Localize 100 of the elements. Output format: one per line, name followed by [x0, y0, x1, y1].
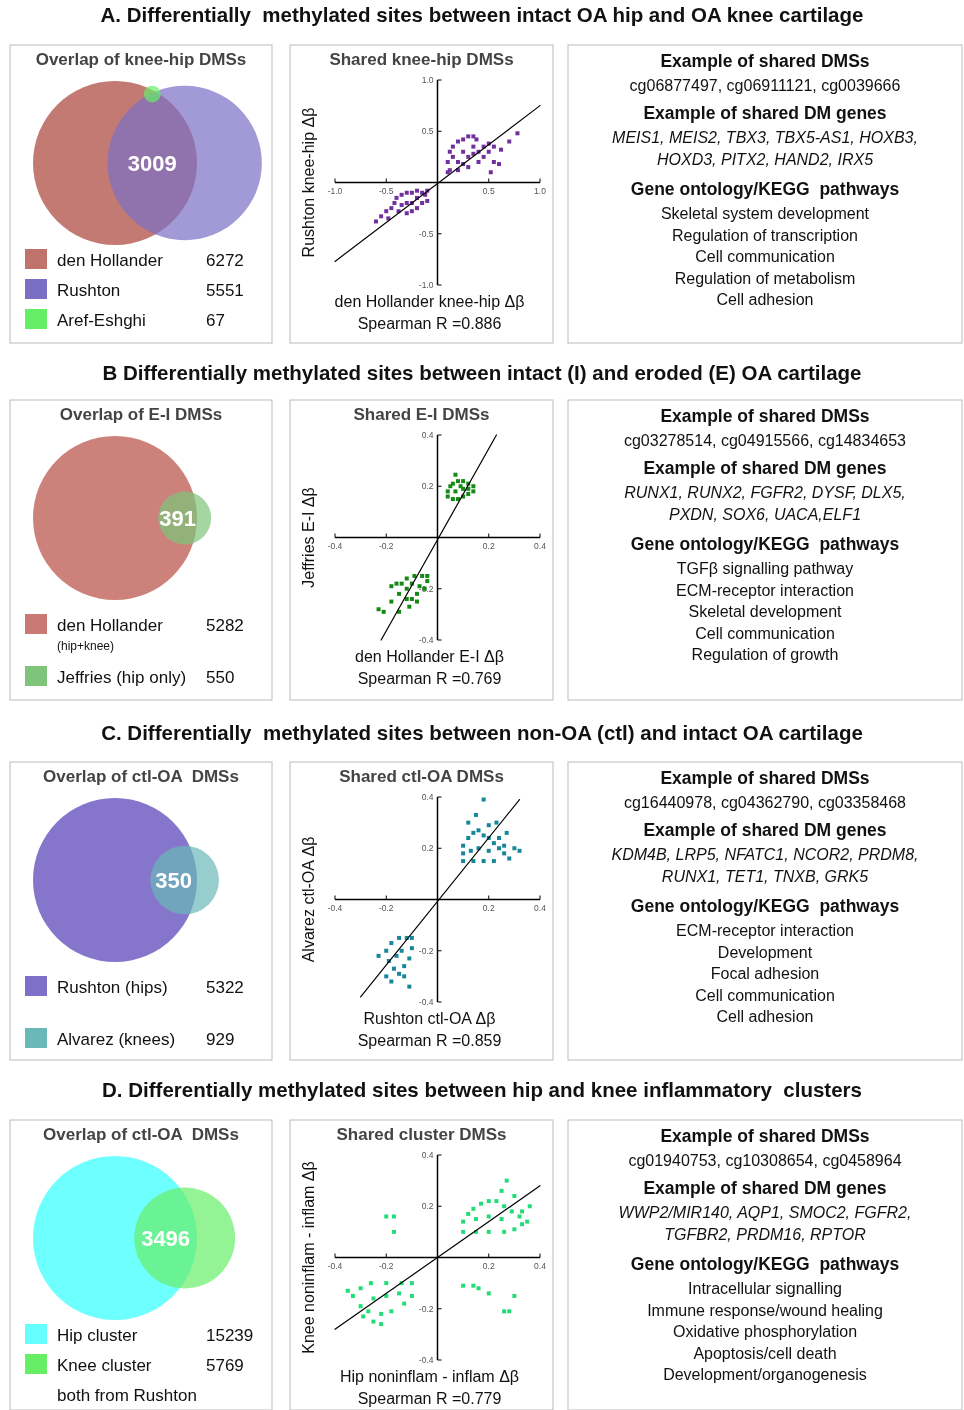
point: [389, 941, 394, 946]
point: [461, 1283, 466, 1288]
text: Example of shared DM genes: [643, 103, 887, 123]
text: Skeletal system development: [660, 205, 870, 222]
x-tick-label: -0.4: [327, 902, 343, 913]
point: [412, 573, 417, 578]
point: [502, 1309, 507, 1314]
text: KDM4B, LRP5, NFATC1, NCOR2, PRDM8,: [611, 846, 919, 863]
text: Example of shared DMSs: [660, 1126, 870, 1146]
x-tick-label: 0.2: [482, 902, 495, 913]
point: [415, 188, 419, 193]
point: [409, 597, 414, 601]
y-tick-label: 0.4: [421, 1150, 434, 1160]
point: [404, 211, 409, 216]
point: [512, 1293, 517, 1298]
chart-title: Shared ctl-OA DMSs: [339, 767, 504, 786]
y-tick-label: 0.4: [421, 792, 434, 802]
point: [461, 149, 466, 154]
point: [461, 137, 466, 142]
point: [402, 1301, 407, 1306]
point: [466, 154, 471, 159]
point: [461, 479, 466, 484]
y-tick-label: -0.2: [418, 945, 434, 956]
point: [456, 139, 460, 144]
text: Immune response/wound healing: [647, 1301, 883, 1319]
data-label: 5282: [206, 616, 244, 635]
x-axis-title: Rushton ctl-OA Δβ: [363, 1010, 496, 1027]
point: [497, 846, 501, 851]
point: [517, 848, 522, 853]
text: Cell communication: [695, 986, 835, 1004]
x-tick-label: 0.2: [482, 1260, 495, 1271]
point: [466, 820, 471, 825]
point: [466, 134, 471, 139]
point: [471, 144, 476, 149]
y-axis-title: Jeffries E-I Δβ: [300, 487, 317, 588]
y-tick-label: 0.2: [421, 481, 434, 492]
text: Spearman R =0.769: [357, 670, 502, 687]
point: [407, 956, 412, 961]
point: [491, 841, 496, 846]
point: [397, 591, 402, 596]
point: [381, 609, 386, 614]
point: [450, 154, 455, 159]
point: [466, 1211, 471, 1216]
text: Development/organogenesis: [663, 1366, 867, 1383]
point: [376, 953, 381, 958]
point: [502, 851, 507, 856]
text: WWP2/MIR140, AQP1, SMOC2, FGFR2,: [618, 1204, 912, 1221]
point: [415, 599, 419, 604]
category-label: Rushton (hips): [57, 978, 168, 997]
point: [486, 1214, 491, 1219]
text: Cell adhesion: [716, 291, 814, 308]
text: A. Differentially methylated sites between intact OA hip and OA knee cartilage: [100, 3, 864, 26]
y-axis-title: Rushton knee-hip Δβ: [300, 107, 317, 258]
point: [391, 1229, 396, 1234]
point: [409, 209, 414, 214]
point: [507, 1309, 512, 1314]
y-tick-label: -0.4: [418, 635, 434, 645]
point: [389, 979, 394, 984]
text: Example of shared DMSs: [660, 768, 870, 788]
text: Cell communication: [695, 248, 835, 265]
point: [509, 1209, 514, 1214]
x-axis-title: Hip noninflam - inflam Δβ: [339, 1368, 520, 1385]
point: [466, 165, 471, 170]
point: [476, 828, 481, 833]
point: [461, 1229, 466, 1234]
point: [407, 984, 412, 989]
point: [486, 1291, 491, 1296]
category-label: Jeffries (hip only): [57, 668, 187, 687]
point: [389, 584, 394, 589]
point: [499, 147, 504, 152]
text: Oxidative phosphorylation: [672, 1323, 858, 1340]
data-label: 15239: [206, 1326, 254, 1345]
x-tick-label: -0.2: [378, 540, 394, 551]
text: D. Differentially methylated sites between hip and knee inflammatory clusters: [102, 1078, 862, 1101]
point: [420, 201, 425, 205]
x-tick-label: 1.0: [534, 185, 547, 196]
point: [345, 1288, 350, 1293]
point: [481, 859, 486, 864]
category-label: Hip cluster: [57, 1326, 138, 1345]
point: [461, 851, 466, 856]
text: RUNX1, RUNX2, FGFR2, DYSF, DLX5,: [624, 484, 906, 501]
point: [415, 591, 419, 596]
text: Gene ontology/KEGG pathways: [630, 896, 900, 916]
y-tick-label: -0.5: [418, 228, 434, 239]
point: [491, 144, 496, 149]
point: [404, 190, 409, 195]
point: [497, 836, 501, 840]
text: PXDN, SOX6, UACA,ELF1: [668, 505, 862, 523]
point: [404, 576, 409, 581]
point: [397, 1291, 402, 1296]
point: [399, 203, 404, 208]
point: [397, 935, 402, 940]
y-tick-label: 0.5: [421, 126, 434, 137]
point: [453, 489, 458, 494]
point: [502, 1229, 507, 1234]
point: [471, 134, 476, 139]
point: [404, 586, 409, 591]
point: [488, 170, 493, 175]
text: Gene ontology/KEGG pathways: [630, 534, 900, 554]
text: Apoptosis/cell death: [693, 1344, 837, 1362]
